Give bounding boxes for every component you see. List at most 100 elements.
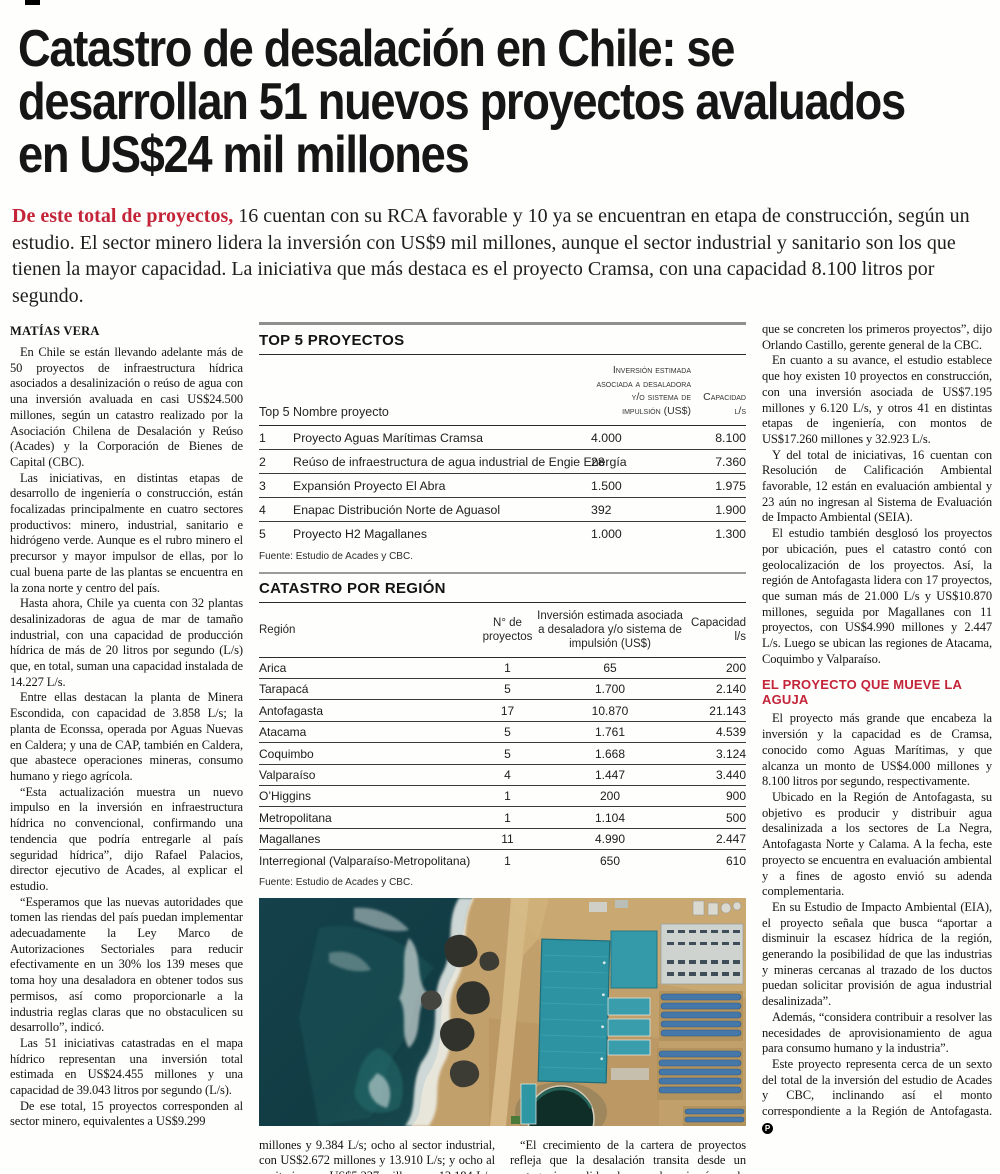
- table-row: 3 Expansión Proyecto El Abra 1.500 1.975: [259, 473, 746, 498]
- access-road: [490, 897, 529, 1126]
- capacity-cell: 1.900: [691, 497, 746, 522]
- region-cell: Tarapacá: [259, 678, 479, 701]
- body-paragraph: El proyecto más grande que encabeza la i…: [762, 711, 992, 789]
- table-row: 4 Enapac Distribución Norte de Aguasol 3…: [259, 497, 746, 522]
- pump-shed: [520, 1083, 537, 1124]
- rank-cell: 3: [259, 473, 293, 498]
- tank-cluster: [692, 900, 742, 915]
- investment-cell: 4.990: [536, 828, 684, 851]
- rank-cell: 4: [259, 497, 293, 522]
- lede-lead-in: De este total de proyectos,: [12, 205, 234, 227]
- rank-cell: 1: [259, 425, 293, 450]
- investment-cell: 1.700: [536, 678, 684, 701]
- investment-cell: 200: [536, 785, 684, 808]
- body-paragraph: “Esta actualización muestra un nuevo imp…: [10, 784, 243, 893]
- body-paragraph: millones y 9.384 L/s; ocho al sector ind…: [259, 1137, 495, 1174]
- table-row: Arica 1 65 200: [259, 657, 746, 680]
- headline-line: en US$24 mil millones: [18, 126, 470, 184]
- section-subhead: EL PROYECTO QUE MUEVE LA AGUJA: [762, 677, 962, 708]
- shore-rocks: [420, 934, 500, 1087]
- project-name-cell: Proyecto Aguas Marítimas Cramsa: [293, 425, 591, 450]
- investment-cell: 10.870: [536, 699, 684, 722]
- capacity-cell: 1.300: [715, 526, 746, 541]
- catastro-table: Región N° de proyectos Inversión estimad…: [259, 602, 746, 871]
- column-center: TOP 5 PROYECTOS Top 5 Nombre proyecto In…: [259, 322, 746, 1174]
- lede-text: 16 cuentan con su RCA favorable y 10 ya …: [12, 205, 970, 307]
- investment-cell: 1.000: [591, 526, 622, 541]
- region-cell: Antofagasta: [259, 699, 479, 722]
- body-paragraph: Este proyecto representa cerca de un sex…: [762, 1057, 992, 1136]
- table-row: Interregional (Valparaíso-Metropolitana)…: [259, 850, 746, 871]
- investment-cell: 1.761: [536, 721, 684, 744]
- column-header-name: Nombre proyecto: [293, 355, 591, 426]
- project-name-cell: Reúso de infraestructura de agua industr…: [293, 449, 627, 474]
- below-photo-text: millones y 9.384 L/s; ocho al sector ind…: [259, 1138, 746, 1174]
- paragraph-text: Este proyecto representa cerca de un sex…: [762, 1056, 992, 1119]
- n-cell: 17: [479, 699, 536, 722]
- plant-secondary-building: [610, 930, 658, 989]
- investment-cell: 392: [591, 497, 691, 522]
- column-right: que se concreten los primeros proyectos”…: [762, 322, 992, 1174]
- catastro-section: CATASTRO POR REGIÓN Región N° de proyect…: [259, 571, 746, 888]
- region-cell: Arica: [259, 657, 479, 680]
- column-header-investment: Inversión estimada asociada a desaladora…: [591, 355, 691, 426]
- investment-cell: 65: [536, 657, 684, 680]
- project-name-cell: Proyecto H2 Magallanes: [293, 526, 427, 541]
- table-row: Atacama 5 1.761 4.539: [259, 721, 746, 744]
- table-row: Tarapacá 5 1.700 2.140: [259, 678, 746, 701]
- body-paragraph: El estudio también desglosó los proyecto…: [762, 526, 992, 666]
- capacity-cell: 900: [684, 785, 746, 808]
- capacity-cell: 200: [684, 657, 746, 680]
- region-cell: Coquimbo: [259, 742, 479, 765]
- capacity-cell: 610: [725, 853, 746, 868]
- investment-cell: 4.000: [591, 425, 691, 450]
- top5-section: TOP 5 PROYECTOS Top 5 Nombre proyecto In…: [259, 322, 746, 562]
- n-cell: 4: [479, 764, 536, 787]
- body-paragraph: Entre ellas destacan la planta de Minera…: [10, 690, 243, 783]
- rank-cell: 2: [259, 449, 293, 474]
- n-cell: 1: [479, 657, 536, 680]
- top5-title: TOP 5 PROYECTOS: [259, 332, 746, 355]
- column-left: MATÍAS VERA En Chile se están llevando a…: [10, 322, 243, 1174]
- table-row: Metropolitana 1 1.104 500: [259, 806, 746, 829]
- column-header-investment: Inversión estimada asociada a desaladora…: [536, 602, 684, 658]
- investment-cell: 1.104: [536, 806, 684, 829]
- rank-cell: 5: [259, 526, 266, 541]
- body-paragraph: “Esperamos que las nuevas autoridades qu…: [10, 894, 243, 1035]
- plant-main-building: [537, 938, 611, 1084]
- crop-mark: [25, 0, 40, 5]
- top5-table: Top 5 Nombre proyecto Inversión estimada…: [259, 355, 746, 545]
- table-row: 5 Proyecto H2 Magallanes 1.000 1.300: [259, 521, 746, 545]
- table-row: 2 Reúso de infraestructura de agua indus…: [259, 449, 746, 474]
- region-cell: Metropolitana: [259, 806, 479, 829]
- table-row: 1 Proyecto Aguas Marítimas Cramsa 4.000 …: [259, 425, 746, 450]
- capacity-cell: 8.100: [691, 425, 746, 450]
- investment-cell: 1.668: [536, 742, 684, 765]
- column-header-capacity: Capacidad l/s: [684, 602, 746, 658]
- n-cell: 1: [479, 806, 536, 829]
- investment-cell: 1.447: [536, 764, 684, 787]
- body-paragraph: Y del total de iniciativas, 16 cuentan c…: [762, 447, 992, 525]
- byline: MATÍAS VERA: [10, 324, 100, 338]
- capacity-cell: 7.360: [691, 449, 746, 474]
- body-paragraph: Ubicado en la Región de Antofagasta, su …: [762, 789, 992, 899]
- column-header-rank: Top 5: [259, 355, 293, 426]
- column-header-capacity: Capacidad l/s: [691, 355, 746, 426]
- capacity-cell: 500: [684, 806, 746, 829]
- body-paragraph: Las 51 iniciativas catastradas en el map…: [10, 1035, 243, 1098]
- column-header-region: Región: [259, 602, 479, 658]
- body-paragraph: “El crecimiento de la cartera de proyect…: [510, 1137, 746, 1174]
- capacity-cell: 3.440: [684, 764, 746, 787]
- capacity-cell: 2.140: [684, 678, 746, 701]
- body-paragraph: En cuanto a su avance, el estudio establ…: [762, 353, 992, 446]
- body-paragraph: De ese total, 15 proyectos corresponden …: [10, 1098, 243, 1129]
- region-cell: Magallanes: [259, 828, 479, 851]
- investment-cell: 650: [599, 853, 621, 868]
- column-header-n-proyectos: N° de proyectos: [479, 602, 536, 658]
- region-cell: O’Higgins: [259, 785, 479, 808]
- table-header-row: Región N° de proyectos Inversión estimad…: [259, 602, 746, 658]
- table-row: Coquimbo 5 1.668 3.124: [259, 742, 746, 765]
- body-paragraph: Las iniciativas, en distintas etapas de …: [10, 470, 243, 595]
- region-cell: Valparaíso: [259, 764, 479, 787]
